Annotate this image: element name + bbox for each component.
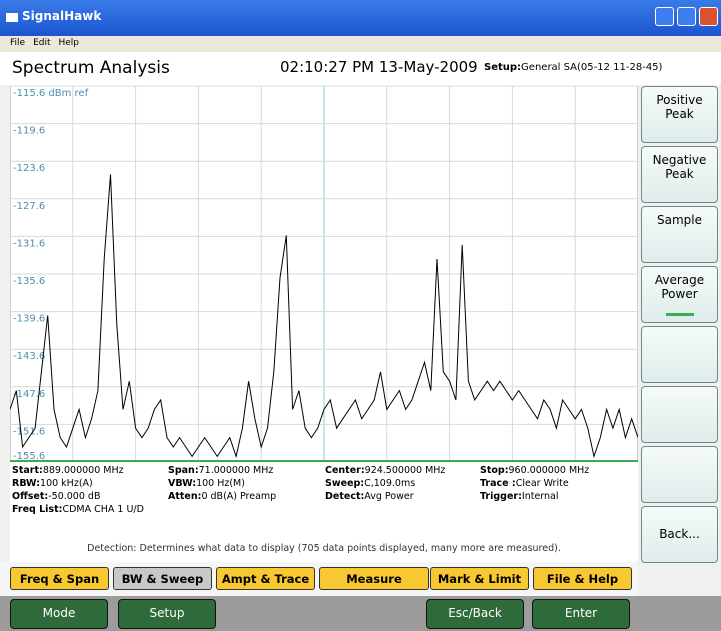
back-button[interactable]: Back... [641,506,718,563]
mode-title: Spectrum Analysis [12,58,170,78]
tab-button[interactable]: Freq & Span [10,567,109,590]
y-tick-label: -127.6 [13,201,45,212]
window-title: SignalHawk [22,9,102,23]
info-value: C,109.0ms [364,478,416,489]
info-label: Sweep: [325,478,365,489]
info-label: Span: [168,465,199,476]
soft-key-empty[interactable] [641,446,718,503]
menu-item[interactable]: File [10,38,26,48]
info-value: CDMA CHA 1 U/D [62,504,144,515]
spectrum-trace [10,174,638,459]
info-value: 100 kHz(A) [40,478,93,489]
header [0,52,721,85]
info-value: Clear Write [515,478,569,489]
setup-info: Setup:General SA(05-12 11-28-45) [484,62,662,73]
spectrum-plot: -115.6 dBm ref -119.6 -123.6 -127.6 -131.6 -1… [10,86,638,462]
app-icon [6,13,18,22]
minimize-button[interactable] [655,7,674,26]
y-tick-label: -123.6 [13,163,45,174]
setup-label: Setup: [484,62,522,73]
info-field: Center:924.500000 MHz [325,465,445,476]
maximize-button[interactable] [677,7,696,26]
info-value: -50.000 dB [48,491,101,502]
info-field: Trace :Clear Write [480,478,569,489]
y-tick-label: -147.6 [13,389,45,400]
function-button[interactable]: Mode [10,599,108,629]
tab-button[interactable]: Ampt & Trace [216,567,315,590]
info-field: RBW:100 kHz(A) [12,478,93,489]
info-field: Sweep:C,109.0ms [325,478,415,489]
info-field: Trigger:Internal [480,491,559,502]
y-tick-label: -119.6 [13,126,45,137]
y-tick-label: -131.6 [13,238,45,249]
info-value: 71.000000 MHz [198,465,274,476]
soft-key[interactable]: Negative Peak [641,146,718,203]
menu-bar: File Edit Help [0,36,721,52]
setup-value: General SA(05-12 11-28-45) [521,62,663,73]
status-line: Detection: Determines what data to displ… [87,543,561,554]
info-label: Trace : [480,478,516,489]
info-label: Detect: [325,491,365,502]
info-value: Avg Power [364,491,414,502]
function-button[interactable]: Esc/Back [426,599,524,629]
y-tick-label: -151.6 [13,426,45,437]
info-field: Offset:-50.000 dB [12,491,100,502]
close-button[interactable] [699,7,718,26]
y-tick-label: -143.6 [13,351,45,362]
info-label: Start: [12,465,43,476]
function-button[interactable]: Enter [532,599,630,629]
date-time: 02:10:27 PM 13-May-2009 [280,58,478,76]
soft-key-empty[interactable] [641,326,718,383]
y-tick-label: -135.6 [13,276,45,287]
info-label: Freq List: [12,504,63,515]
info-label: Trigger: [480,491,522,502]
tab-button[interactable]: Measure [319,567,429,590]
soft-key[interactable]: Average Power [641,266,718,323]
info-panel: Start:889.000000 MHz Span:71.000000 MHz Ce… [10,462,638,562]
info-label: Atten: [168,491,202,502]
info-field: VBW:100 Hz(M) [168,478,245,489]
info-label: Center: [325,465,365,476]
info-label: VBW: [168,478,197,489]
info-label: Stop: [480,465,509,476]
menu-item[interactable]: Edit [33,38,51,48]
info-field: Atten:0 dB(A) Preamp [168,491,276,502]
info-label: Offset: [12,491,49,502]
function-button[interactable]: Setup [118,599,216,629]
soft-key[interactable]: Positive Peak [641,86,718,143]
info-value: Internal [521,491,559,502]
y-tick-label: -139.6 [13,314,45,325]
tab-button[interactable]: BW & Sweep [113,567,212,590]
info-value: 0 dB(A) Preamp [201,491,277,502]
info-field: Detect:Avg Power [325,491,414,502]
soft-key-empty[interactable] [641,386,718,443]
info-field: Span:71.000000 MHz [168,465,273,476]
info-value: 924.500000 MHz [364,465,446,476]
info-value: 960.000000 MHz [508,465,590,476]
y-tick-label: -115.6 dBm ref [13,88,89,99]
soft-key[interactable]: Sample [641,206,718,263]
tab-button[interactable]: File & Help [533,567,632,590]
tab-button[interactable]: Mark & Limit [430,567,529,590]
info-label: RBW: [12,478,41,489]
menu-item[interactable]: Help [58,38,80,48]
info-value: 100 Hz(M) [196,478,245,489]
info-field: Freq List:CDMA CHA 1 U/D [12,504,144,515]
info-value: 889.000000 MHz [42,465,124,476]
info-field: Start:889.000000 MHz [12,465,124,476]
title-bar: SignalHawk [0,0,721,36]
y-tick-label: -155.6 [13,451,45,462]
info-field: Stop:960.000000 MHz [480,465,589,476]
